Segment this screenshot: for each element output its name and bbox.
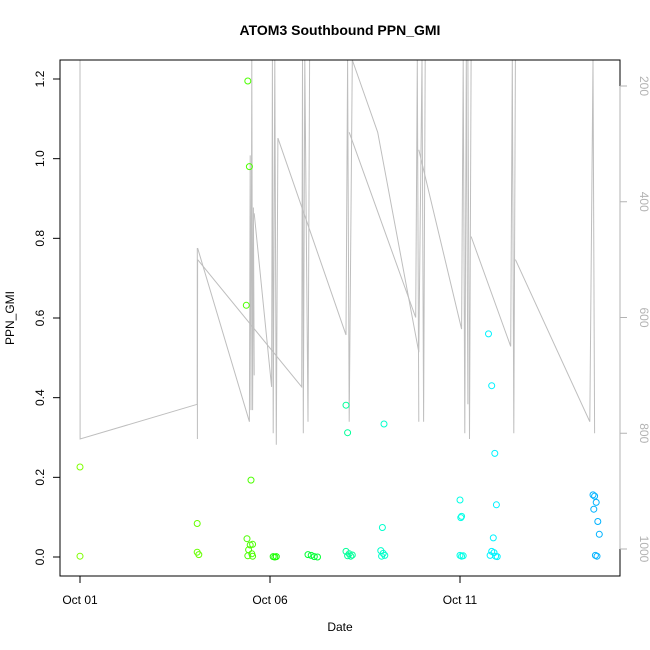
data-point-23 [342, 401, 350, 409]
data-point-0 [76, 463, 84, 471]
data-point-11 [246, 541, 254, 549]
y-tick-label: 1.0 [33, 150, 47, 167]
line-segment-3 [197, 59, 255, 422]
x-axis-label: Date [327, 620, 353, 634]
data-point-52 [589, 491, 597, 499]
data-point-56 [594, 518, 602, 525]
line-segment-5 [277, 59, 353, 422]
line-segment-11 [514, 59, 596, 434]
data-point-43 [488, 382, 496, 390]
data-point-51 [493, 553, 501, 561]
data-point-46 [489, 534, 497, 542]
x-tick-label: Oct 11 [443, 593, 478, 607]
data-point-2 [193, 520, 201, 527]
secondary-line-series [79, 59, 596, 445]
data-point-24 [344, 429, 352, 437]
data-point-1 [76, 552, 84, 560]
data-point-28 [347, 552, 355, 560]
data-point-35 [378, 552, 386, 560]
x-axis: Oct 01 Oct 06 Oct 11 [62, 576, 478, 607]
y2-tick-label: 800 [637, 423, 650, 443]
line-segment-6 [351, 59, 426, 422]
data-point-19 [304, 551, 312, 559]
y-tick-label: 0.0 [33, 548, 47, 565]
data-point-42 [485, 330, 492, 338]
x-tick-label: Oct 06 [252, 593, 288, 607]
data-point-59 [593, 552, 601, 560]
data-point-8 [247, 476, 255, 484]
chart-title: ATOM3 Southbound PPN_GMI [240, 22, 441, 38]
data-point-9 [243, 535, 251, 543]
data-point-7 [245, 163, 253, 171]
data-point-38 [457, 514, 465, 522]
line-segment-7 [348, 59, 420, 422]
y-tick-label: 0.2 [33, 469, 47, 486]
data-point-5 [244, 77, 252, 85]
x-tick-label: Oct 01 [62, 593, 98, 607]
line-segment-0 [79, 59, 198, 440]
data-point-30 [380, 420, 388, 428]
scatter-points [76, 77, 603, 561]
data-point-53 [591, 492, 599, 500]
data-point-45 [492, 501, 500, 509]
y2-tick-label: 400 [637, 192, 650, 212]
y2-tick-label: 200 [637, 76, 650, 96]
line-segment-8 [418, 59, 469, 434]
data-point-54 [592, 498, 600, 506]
line-segment-4 [253, 59, 279, 445]
y-tick-label: 0.4 [33, 389, 47, 406]
data-point-36 [456, 496, 464, 504]
data-point-41 [459, 552, 467, 560]
data-point-15 [249, 552, 257, 560]
data-point-18 [272, 553, 280, 561]
line-segment-2 [197, 59, 311, 434]
y-axis-left: 0.0 0.2 0.4 0.6 0.8 1.0 1.2 [33, 70, 60, 565]
data-point-6 [242, 301, 250, 309]
data-point-22 [314, 553, 321, 561]
y2-tick-label: 600 [637, 307, 650, 327]
y-tick-label: 0.8 [33, 230, 47, 247]
y-axis-right: 200 400 600 800 1000 [619, 76, 650, 563]
data-point-4 [195, 551, 203, 559]
data-point-55 [590, 505, 598, 513]
data-point-37 [458, 512, 466, 520]
data-point-31 [378, 524, 386, 531]
y2-tick-label: 1000 [637, 536, 650, 563]
data-point-44 [491, 449, 499, 457]
y-tick-label: 1.2 [33, 70, 47, 87]
data-point-57 [595, 530, 603, 538]
data-point-34 [381, 551, 389, 559]
data-point-20 [307, 551, 315, 559]
y-tick-label: 0.6 [33, 309, 47, 326]
line-segment-10 [470, 59, 516, 434]
data-point-21 [310, 553, 318, 561]
data-point-27 [344, 552, 352, 560]
data-point-29 [348, 551, 356, 559]
line-segment-9 [467, 59, 472, 440]
data-point-14 [244, 552, 252, 560]
y-axis-label: PPN_GMI [3, 291, 17, 345]
